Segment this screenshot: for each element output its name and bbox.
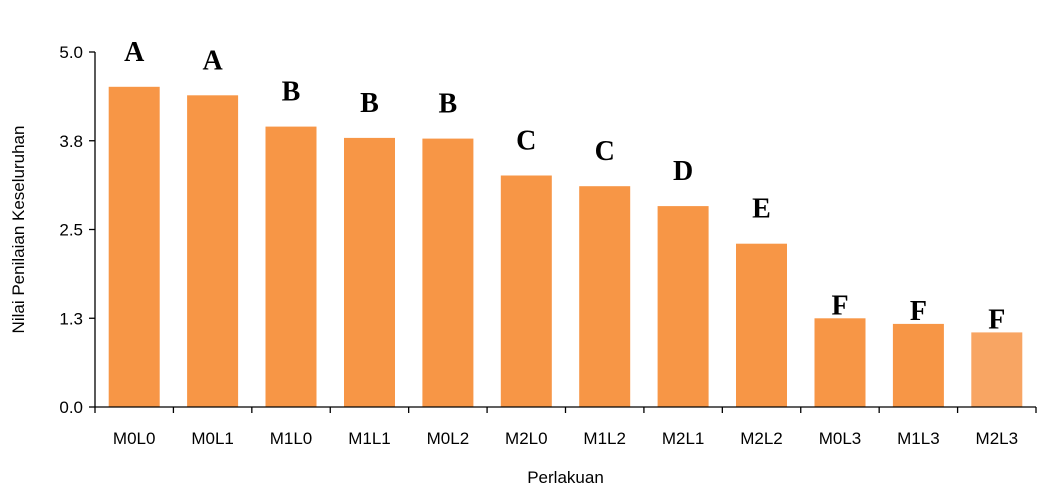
bar-M1L1	[344, 137, 395, 407]
bar-M1L3	[892, 323, 944, 407]
x-tick-label: M2L3	[976, 429, 1019, 448]
letter-M0L0: A	[124, 37, 145, 68]
x-axis: M0L0 M0L1 M1L0 M1L1 M0L2 M2L0 M1L2 M2L1 M2L2 M0L3…	[94, 406, 1037, 448]
y-tick-label: 2.5	[59, 221, 83, 240]
x-tick-label: M2L2	[740, 429, 783, 448]
x-tick-label: M1L3	[897, 429, 940, 448]
bar-M2L1	[657, 206, 709, 407]
bar-M2L3	[971, 332, 1023, 407]
y-tick-label: 1.3	[59, 309, 83, 328]
x-tick-label: M1L0	[270, 429, 313, 448]
bar-M0L0	[108, 86, 160, 408]
x-tick-label: M1L1	[348, 429, 391, 448]
letter-M0L2: B	[439, 89, 458, 120]
bar-M1L0	[265, 126, 317, 407]
x-tick-label: M0L0	[113, 429, 156, 448]
letter-M1L0: B	[282, 77, 301, 108]
bar-M1L2	[579, 186, 631, 407]
letter-M2L0: C	[516, 126, 536, 157]
letter-M1L2: C	[595, 136, 615, 167]
x-tick-label: M2L1	[662, 429, 705, 448]
letter-M1L3: F	[910, 296, 927, 327]
x-axis-title: Perlakuan	[527, 468, 604, 487]
x-tick-label: M1L2	[583, 429, 626, 448]
y-tick-label: 0.0	[59, 398, 83, 417]
bars-group	[108, 86, 1023, 408]
bar-M0L2	[422, 138, 474, 407]
x-tick-label: M2L0	[505, 429, 548, 448]
x-tick-label: M0L1	[191, 429, 234, 448]
y-axis: 0.0 1.3 2.5 3.8 5.0	[59, 43, 96, 417]
y-axis-title: Nilai Penilaian Keseluruhan	[9, 126, 28, 334]
letter-M0L1: A	[202, 45, 223, 76]
bar-M0L1	[187, 95, 239, 408]
letter-M0L3: F	[831, 290, 848, 321]
bar-M2L0	[500, 175, 552, 407]
letter-M2L1: D	[673, 156, 693, 187]
letter-M1L1: B	[360, 88, 379, 119]
letter-M2L2: E	[752, 194, 771, 225]
significance-letters-group: A A B B B C C D E F F F	[124, 37, 1005, 336]
bar-M2L2	[736, 243, 787, 407]
letter-M2L3: F	[988, 304, 1005, 335]
y-tick-label: 3.8	[59, 132, 83, 151]
x-tick-label: M0L3	[819, 429, 862, 448]
bar-M0L3	[814, 318, 866, 408]
x-tick-label: M0L2	[427, 429, 470, 448]
y-tick-label: 5.0	[59, 43, 83, 62]
